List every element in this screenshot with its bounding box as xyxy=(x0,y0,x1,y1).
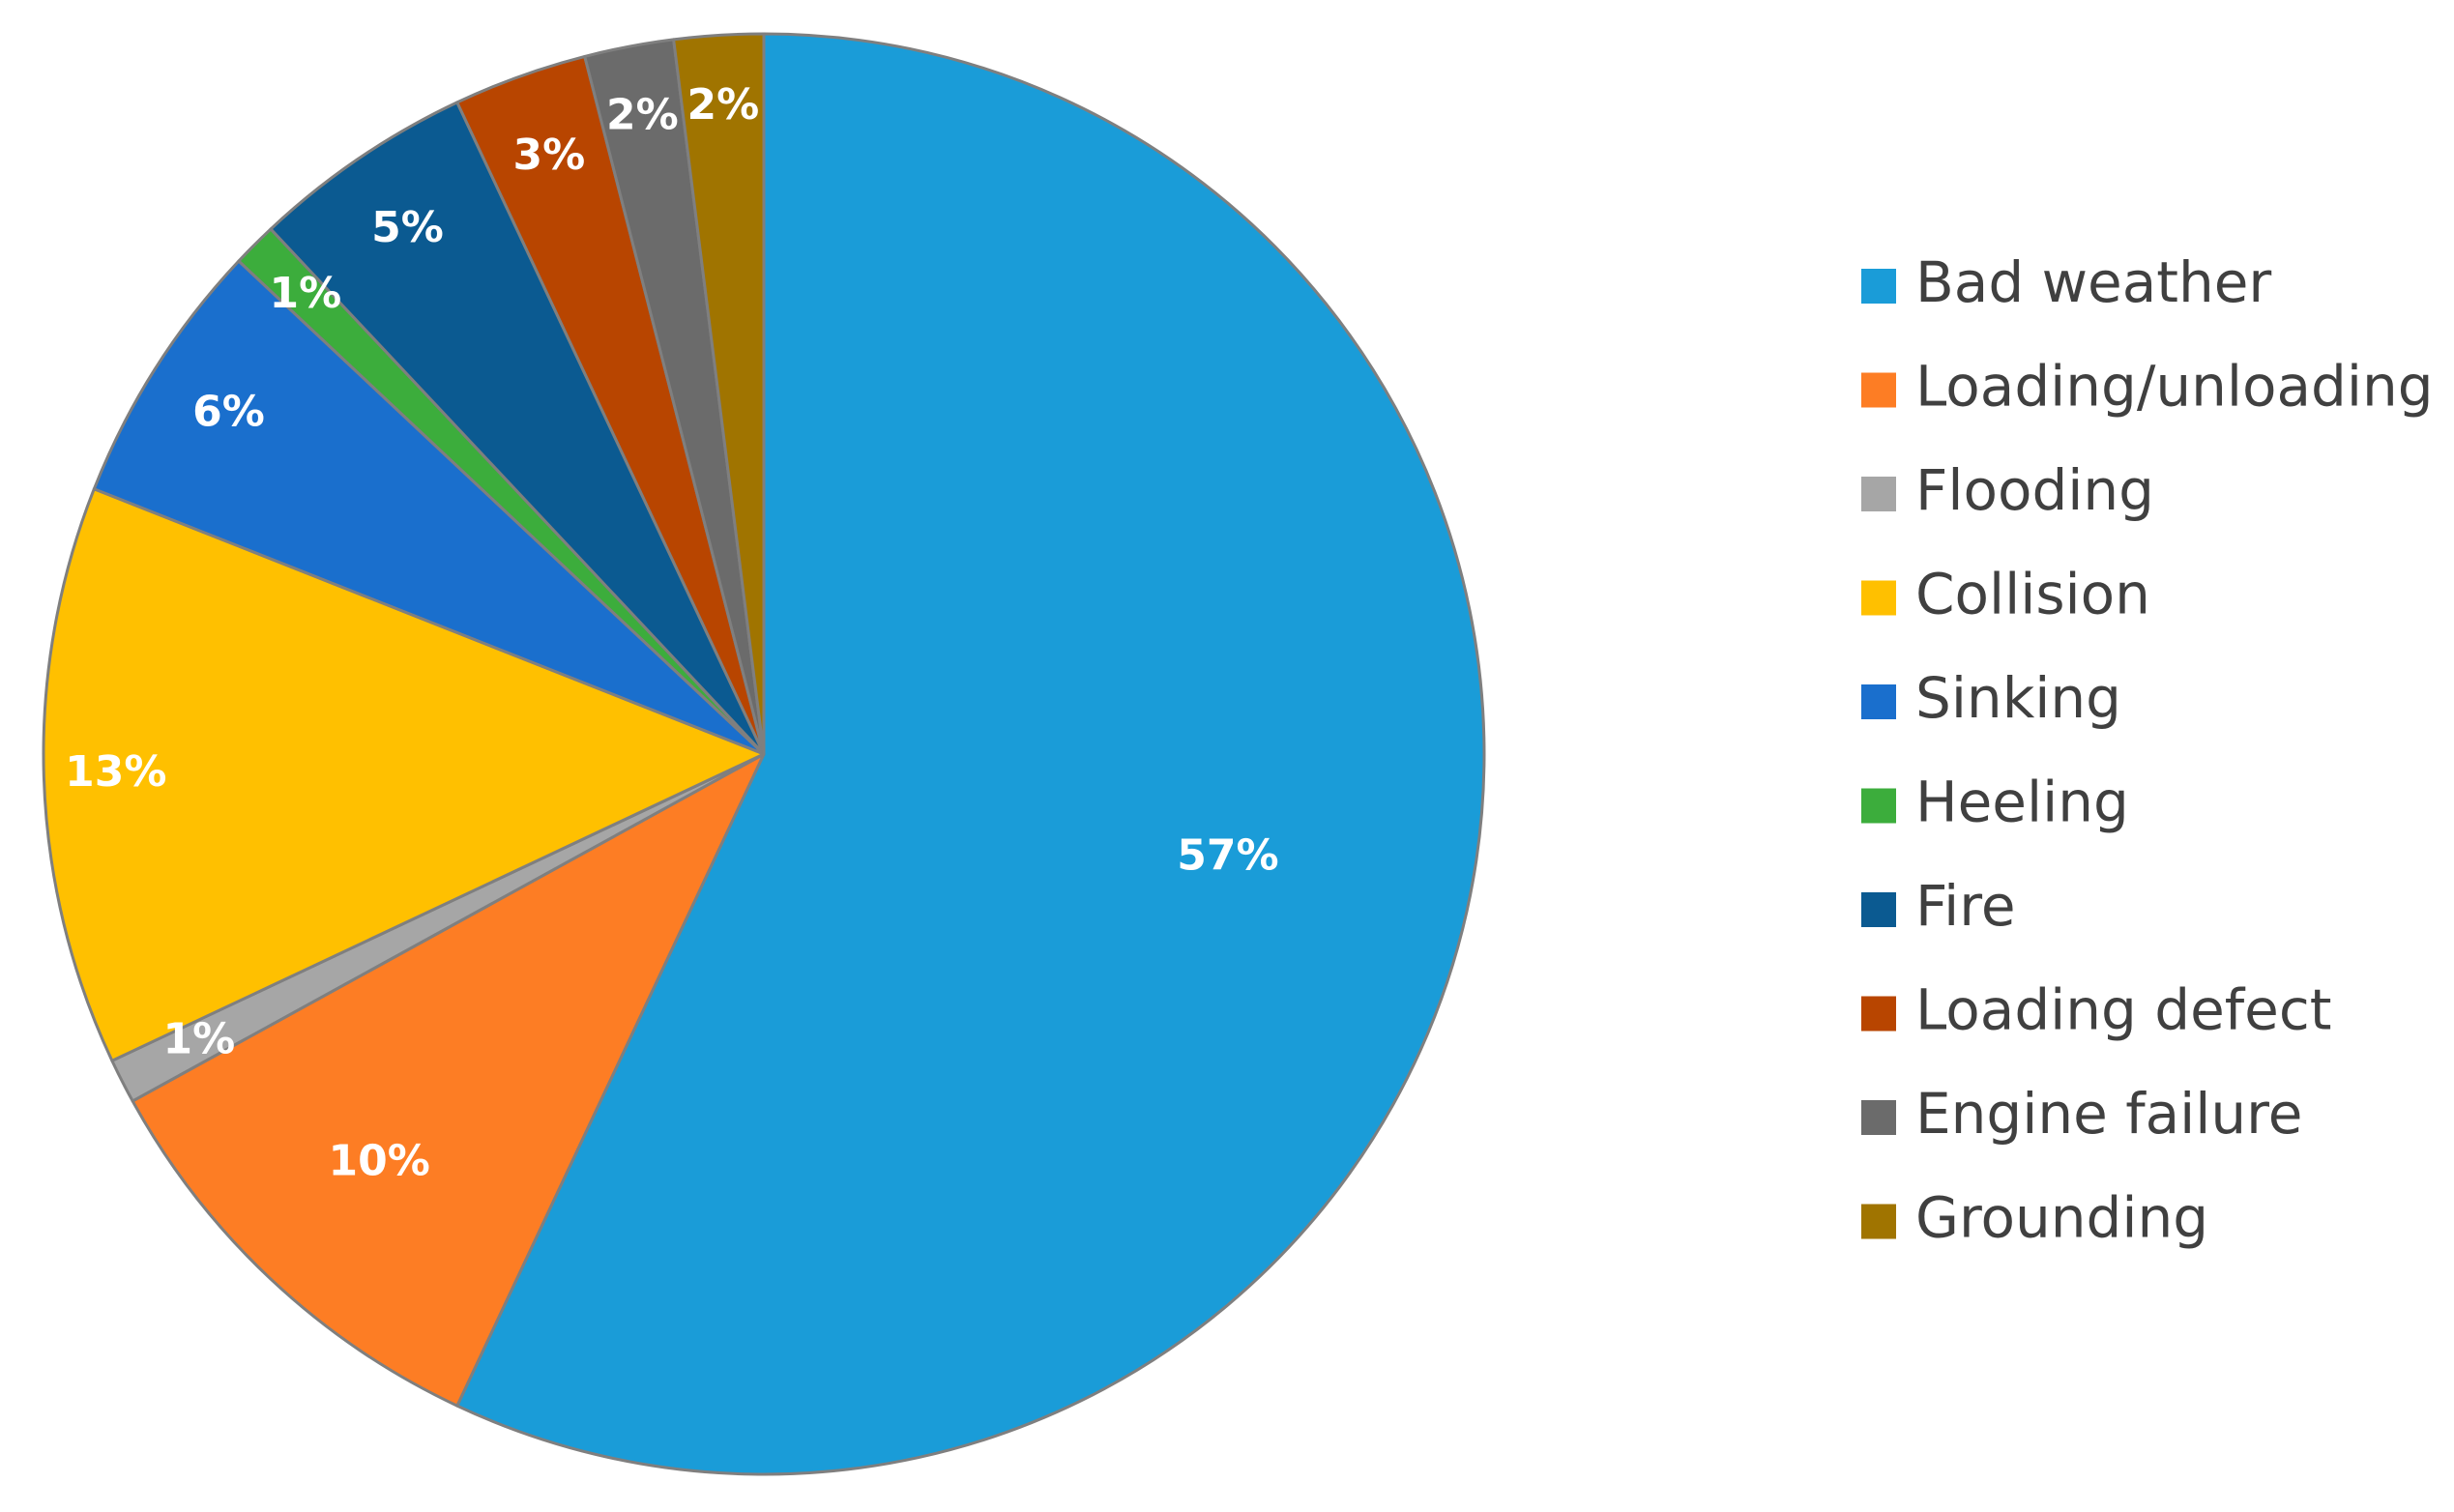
pie-data-label-1: 10% xyxy=(329,1137,430,1186)
legend-label-8: Engine failure xyxy=(1915,1081,2302,1147)
legend-swatch-2 xyxy=(1861,477,1896,511)
legend-item-3: Collision xyxy=(1861,562,2150,627)
pie-data-label-3: 13% xyxy=(65,747,166,797)
legend-swatch-3 xyxy=(1861,581,1896,616)
legend-label-6: Fire xyxy=(1915,873,2016,939)
legend-item-6: Fire xyxy=(1861,873,2016,939)
pie-data-label-7: 3% xyxy=(513,131,586,180)
legend-swatch-5 xyxy=(1861,789,1896,824)
pie-data-label-9: 2% xyxy=(687,80,760,130)
legend-item-1: Loading/unloading xyxy=(1861,354,2434,420)
legend-item-9: Grounding xyxy=(1861,1185,2208,1251)
legend-item-7: Loading defect xyxy=(1861,977,2332,1043)
legend-label-4: Sinking xyxy=(1915,665,2121,731)
legend-swatch-4 xyxy=(1861,684,1896,719)
pie-slices xyxy=(44,34,1484,1474)
pie-data-label-8: 2% xyxy=(606,90,679,139)
legend-swatch-1 xyxy=(1861,373,1896,408)
legend-swatch-0 xyxy=(1861,269,1896,304)
legend-label-0: Bad weather xyxy=(1915,249,2271,315)
legend-item-2: Flooding xyxy=(1861,457,2154,523)
pie-data-label-6: 5% xyxy=(371,203,444,252)
pie-data-label-2: 1% xyxy=(163,1015,236,1064)
legend-swatch-8 xyxy=(1861,1100,1896,1135)
legend-label-7: Loading defect xyxy=(1915,977,2332,1043)
legend-item-8: Engine failure xyxy=(1861,1081,2302,1147)
legend-swatch-7 xyxy=(1861,997,1896,1032)
legend-label-5: Heeling xyxy=(1915,770,2129,835)
pie-data-label-0: 57% xyxy=(1177,830,1278,880)
legend-item-4: Sinking xyxy=(1861,665,2121,731)
legend-item-5: Heeling xyxy=(1861,770,2129,835)
legend-swatch-6 xyxy=(1861,892,1896,927)
legend-label-3: Collision xyxy=(1915,562,2150,627)
legend-label-2: Flooding xyxy=(1915,457,2154,523)
legend-swatch-9 xyxy=(1861,1205,1896,1239)
pie-data-label-4: 6% xyxy=(192,388,265,437)
legend-label-1: Loading/unloading xyxy=(1915,354,2434,420)
legend-label-9: Grounding xyxy=(1915,1185,2208,1251)
legend-item-0: Bad weather xyxy=(1861,249,2271,315)
legend: Bad weather Loading/unloading Flooding Coll… xyxy=(1861,249,2434,1251)
pie-data-label-5: 1% xyxy=(270,269,342,318)
